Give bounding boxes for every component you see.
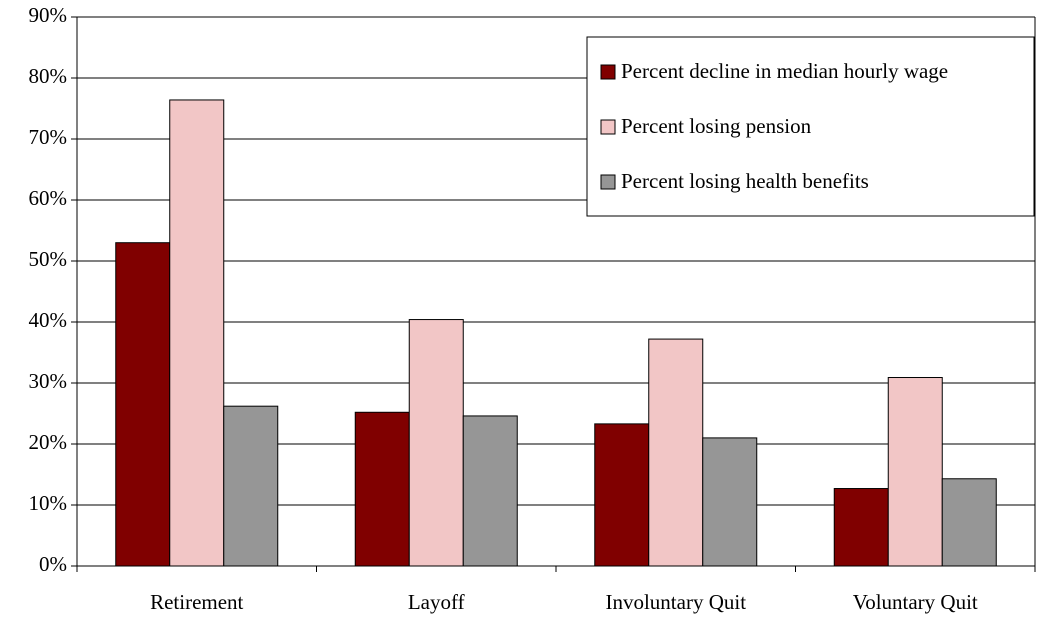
- x-tick-label: Layoff: [408, 590, 465, 614]
- y-tick-label: 20%: [29, 430, 68, 454]
- y-tick-label: 60%: [29, 186, 68, 210]
- legend-label: Percent losing health benefits: [621, 169, 869, 193]
- bar: [887, 377, 943, 567]
- bar: [223, 405, 279, 567]
- legend-label: Percent decline in median hourly wage: [621, 59, 948, 83]
- y-tick-label: 30%: [29, 369, 68, 393]
- legend-swatch: [600, 119, 616, 135]
- x-tick-label: Involuntary Quit: [605, 590, 746, 614]
- bar: [408, 319, 464, 567]
- x-tick-label: Voluntary Quit: [853, 590, 978, 614]
- bar: [648, 338, 704, 567]
- bar: [354, 411, 410, 567]
- bar: [169, 99, 225, 567]
- bar: [115, 242, 171, 567]
- y-tick-label: 70%: [29, 125, 68, 149]
- bar: [833, 488, 889, 567]
- y-tick-label: 0%: [39, 552, 67, 576]
- bar: [462, 415, 518, 567]
- legend-swatch: [600, 64, 616, 80]
- bar: [594, 423, 650, 567]
- x-tick-label: Retirement: [150, 590, 243, 614]
- y-tick-label: 10%: [29, 491, 68, 515]
- bar: [702, 437, 758, 567]
- y-tick-label: 50%: [29, 247, 68, 271]
- legend-box: [586, 36, 1035, 217]
- y-tick-label: 80%: [29, 64, 68, 88]
- bar: [941, 478, 997, 567]
- y-tick-label: 40%: [29, 308, 68, 332]
- legend-label: Percent losing pension: [621, 114, 812, 138]
- y-tick-label: 90%: [29, 3, 68, 27]
- legend-swatch: [600, 174, 616, 190]
